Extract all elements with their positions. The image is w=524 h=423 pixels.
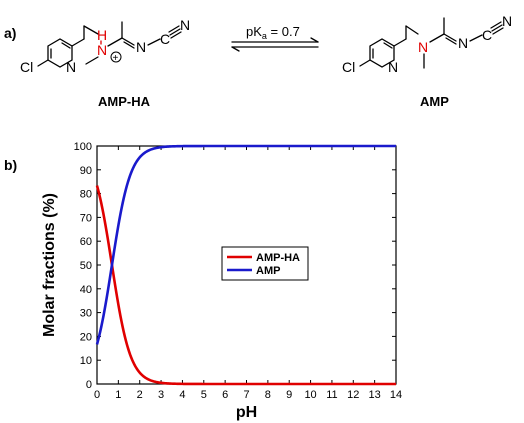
y-axis-label: Molar fractions (%) [41, 193, 58, 337]
y-tick-label: 80 [80, 189, 92, 201]
amp-ha-nh-n-atom: N [97, 42, 107, 58]
amp-ha-imine-n-atom: N [136, 39, 146, 55]
amp-ha-cn-double-bond-2 [123, 41, 135, 49]
x-tick-label: 4 [179, 389, 185, 401]
amp-n-atom: N [418, 39, 428, 55]
amp-ha-positive-charge-sign: + [113, 53, 119, 64]
amp-ha-nh-h-atom: H [97, 27, 107, 43]
amp-ha-nitrile-c-atom: C [160, 31, 170, 47]
amp-triple-bond [491, 24, 503, 32]
amp-ch2-bond [393, 38, 407, 47]
amp-ha-cl-bond [37, 59, 49, 67]
amp-nitrile-n-atom: N [502, 13, 512, 29]
series-line-amp-ha [95, 185, 397, 386]
amp-structure: Cl N N N C N [342, 13, 512, 75]
amp-ha-nc-bond [147, 38, 161, 46]
amp-ha-positive-charge-icon [110, 51, 122, 63]
y-tick-label: 20 [80, 331, 92, 343]
equilibrium-arrows: pKa = 0.7 [231, 24, 319, 52]
amp-ha-name: AMP-HA [98, 94, 151, 109]
x-tick-label: 14 [390, 389, 402, 401]
x-tick-label: 12 [347, 389, 359, 401]
x-axis-label: pH [236, 404, 257, 421]
x-tick-label: 6 [222, 389, 228, 401]
y-tick-label: 40 [80, 284, 92, 296]
amp-ha-triple-bond [169, 28, 181, 36]
y-tick-label: 50 [80, 260, 92, 272]
chart-ticks: 0 1 2 3 4 5 6 7 8 9 10 11 12 13 1401020304050607080901… [74, 141, 402, 401]
x-tick-label: 9 [286, 389, 292, 401]
amp-nitrile-c-atom: C [482, 27, 492, 43]
amp-ha-n-methyl-bond [85, 56, 99, 65]
amp-ha-ch2-n-bond [83, 25, 99, 35]
amp-triple-bond-3 [492, 27, 504, 35]
amp-ha-ring-double-bond-2 [61, 42, 71, 49]
amp-ha-nitrile-n-atom: N [180, 17, 190, 33]
amp-ha-structure: Cl N H N + N C N [20, 17, 190, 75]
amp-ha-amidine-bond [107, 37, 123, 47]
speciation-chart: 0 1 2 3 4 5 6 7 8 9 10 11 12 13 1401020304050607080901… [41, 141, 402, 421]
x-tick-label: 2 [137, 389, 143, 401]
amp-cn-double-bond-2 [445, 37, 457, 45]
x-tick-label: 13 [369, 389, 381, 401]
amp-ha-triple-bond-2 [168, 25, 180, 33]
amp-amidine-bond [429, 33, 445, 43]
x-tick-label: 1 [115, 389, 121, 401]
reverse-arrow-head [231, 46, 240, 52]
legend-label-amp: AMP [256, 265, 280, 277]
amp-cl-bond [359, 59, 371, 67]
amp-cl-atom: Cl [342, 59, 355, 75]
amp-ha-cl-atom: Cl [20, 59, 33, 75]
pka-label: pKa = 0.7 [246, 24, 300, 41]
legend-label-amp-ha: AMP-HA [256, 252, 300, 264]
y-tick-label: 100 [74, 141, 92, 153]
panel-label-b: b) [4, 157, 17, 173]
amp-name: AMP [420, 94, 449, 109]
amp-ha-triple-bond-3 [170, 31, 182, 39]
amp-ha-ch2-bond [71, 38, 85, 47]
chart-series [95, 144, 397, 386]
amp-ha-cn-double-bond [121, 37, 135, 46]
y-tick-label: 70 [80, 212, 92, 224]
y-tick-label: 90 [80, 165, 92, 177]
x-tick-label: 10 [304, 389, 316, 401]
amp-nc-bond [469, 34, 483, 42]
series-line-amp [95, 144, 397, 345]
panel-label-a: a) [4, 25, 16, 41]
amp-triple-bond-2 [490, 21, 502, 29]
x-tick-label: 5 [201, 389, 207, 401]
y-tick-label: 10 [80, 355, 92, 367]
x-tick-label: 7 [243, 389, 249, 401]
x-tick-label: 0 [94, 389, 100, 401]
x-tick-label: 11 [326, 389, 337, 401]
amp-cn-double-bond [443, 33, 457, 42]
y-tick-label: 60 [80, 236, 92, 248]
y-tick-label: 30 [80, 308, 92, 320]
amp-ring-n-atom: N [388, 59, 398, 75]
legend-frame [221, 246, 309, 281]
amp-ring-double-bond-2 [383, 42, 393, 49]
amp-ch2-n-bond [405, 25, 419, 35]
x-tick-label: 8 [265, 389, 271, 401]
x-tick-label: 3 [158, 389, 164, 401]
amp-ha-ring-n-atom: N [66, 59, 76, 75]
forward-arrow-head [310, 37, 319, 43]
y-tick-label: 0 [86, 379, 92, 391]
amp-imine-n-atom: N [458, 35, 468, 51]
